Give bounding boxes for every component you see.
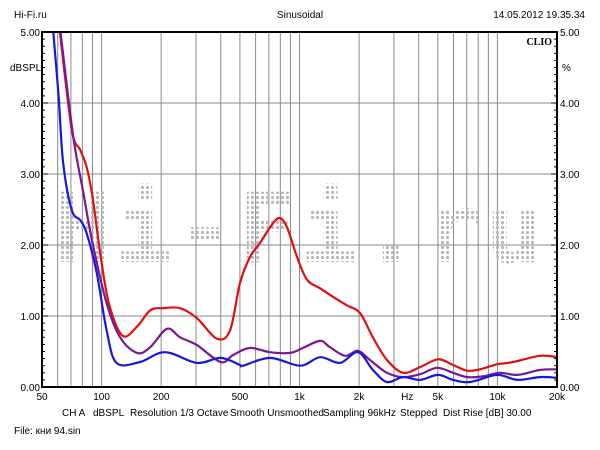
x-tick-label: 200 [153, 392, 170, 403]
y-tick-label-right: 2.00 [560, 241, 580, 252]
header-left: Hi-Fi.ru [14, 10, 47, 21]
x-tick-label: 20k [549, 392, 566, 403]
setting-sampling: Sampling 96kHz [323, 408, 396, 419]
y-tick-label-left: 0.00 [21, 383, 41, 394]
x-tick-label: 100 [93, 392, 110, 403]
series-line-2nd-harmonic [59, 32, 557, 379]
x-tick-label: Hz [401, 392, 413, 403]
x-tick-label: 2k [354, 392, 366, 403]
y-tick-label-left: 2.00 [21, 241, 41, 252]
y-tick-label-right: 1.00 [560, 312, 580, 323]
x-tick-label: 5k [433, 392, 445, 403]
y-tick-label-right: 5.00 [560, 28, 580, 39]
watermark: Hi-Fi.ru [53, 173, 547, 285]
settings-line: CH A dBSPL Resolution 1/3 Octave Smooth … [62, 408, 532, 419]
setting-unit: dBSPL [93, 408, 125, 419]
grid [42, 32, 557, 387]
setting-stepped: Stepped [400, 408, 437, 419]
x-tick-label: 1k [294, 392, 306, 403]
chart-title: Sinusoidal [277, 10, 323, 21]
x-tick-label: 50 [36, 392, 48, 403]
x-tick-label: 10k [489, 392, 506, 403]
y-axis-label-left: dBSPL [10, 63, 42, 74]
setting-resolution: Resolution 1/3 Octave [130, 408, 229, 419]
setting-channel: CH A [62, 408, 86, 419]
axis-labels: 0.00 0.00 1.00 1.00 2.00 2.00 3.00 3.00 4.00 4.00… [21, 28, 580, 403]
setting-smoothing: Smooth Unsmoothed [230, 408, 324, 419]
x-tick-label: 500 [232, 392, 249, 403]
setting-dist-rise: Dist Rise [dB] 30.00 [443, 408, 532, 419]
header-timestamp: 14.05.2012 19.35.34 [493, 10, 585, 21]
clio-logo: CLIO [526, 37, 552, 48]
y-tick-label-left: 5.00 [21, 28, 41, 39]
series-line-thd [58, 32, 557, 375]
y-tick-label-right: 3.00 [560, 170, 580, 181]
y-tick-label-right: 4.00 [560, 99, 580, 110]
curves [52, 32, 557, 384]
y-tick-label-left: 1.00 [21, 312, 41, 323]
series-line-3rd-harmonic [52, 32, 557, 384]
y-tick-label-left: 4.00 [21, 99, 41, 110]
y-tick-label-left: 3.00 [21, 170, 41, 181]
y-tick-label-right: 0.00 [560, 383, 580, 394]
file-name: File: кни 94.sin [14, 426, 81, 437]
y-axis-label-right: % [562, 63, 571, 74]
axis-ticks [42, 38, 557, 381]
